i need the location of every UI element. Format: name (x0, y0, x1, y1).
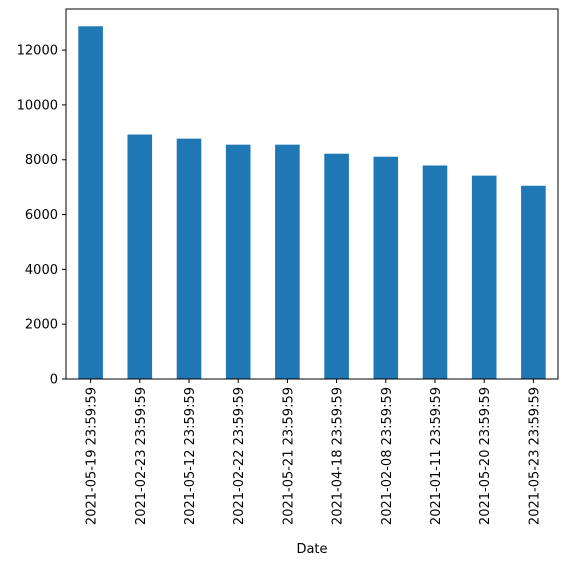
y-tick-label: 2000 (25, 318, 58, 333)
bar (471, 175, 497, 379)
y-tick-label: 12000 (17, 44, 58, 59)
x-tick-label: 2021-01-11 23:59:59 (429, 387, 444, 525)
x-tick-label: 2021-05-23 23:59:59 (527, 387, 542, 525)
x-axis: 2021-05-19 23:59:59 2021-02-23 23:59:59 20… (85, 379, 542, 525)
y-tick-label: 8000 (25, 153, 58, 168)
bar (176, 138, 202, 379)
x-tick-label: 2021-05-20 23:59:59 (478, 387, 493, 525)
bar (373, 156, 399, 379)
x-tick-label: 2021-02-23 23:59:59 (134, 387, 149, 525)
bar (127, 134, 153, 379)
plot-frame (65, 8, 559, 380)
bar (324, 153, 349, 379)
x-tick-label: 2021-04-18 23:59:59 (331, 387, 346, 525)
bar (78, 26, 103, 380)
x-tick-label: 2021-05-12 23:59:59 (183, 387, 198, 525)
bar (275, 144, 300, 379)
y-axis: 0 2000 4000 6000 8000 10000 12000 (17, 44, 66, 388)
y-tick-label: 0 (50, 373, 58, 388)
bars-group (78, 26, 546, 380)
x-axis-label: Date (296, 542, 327, 557)
bar (225, 144, 251, 379)
x-tick-label: 2021-02-08 23:59:59 (380, 387, 395, 525)
x-tick-label: 2021-02-22 23:59:59 (232, 387, 247, 525)
y-tick-label: 6000 (25, 208, 58, 223)
x-tick-label: 2021-05-19 23:59:59 (85, 387, 100, 525)
y-tick-label: 10000 (17, 98, 58, 113)
bar (422, 165, 448, 379)
bar (521, 185, 546, 379)
y-tick-label: 4000 (25, 263, 58, 278)
x-tick-label: 2021-05-21 23:59:59 (281, 387, 296, 525)
